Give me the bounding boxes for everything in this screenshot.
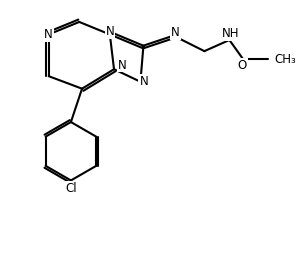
Text: N: N — [171, 26, 180, 39]
Text: N: N — [118, 59, 127, 71]
Text: O: O — [237, 59, 246, 71]
Text: NH: NH — [222, 27, 240, 41]
Text: CH₃: CH₃ — [274, 53, 296, 66]
Text: Cl: Cl — [65, 182, 77, 195]
Text: N: N — [139, 75, 148, 88]
Text: N: N — [44, 28, 53, 41]
Text: N: N — [105, 25, 114, 38]
